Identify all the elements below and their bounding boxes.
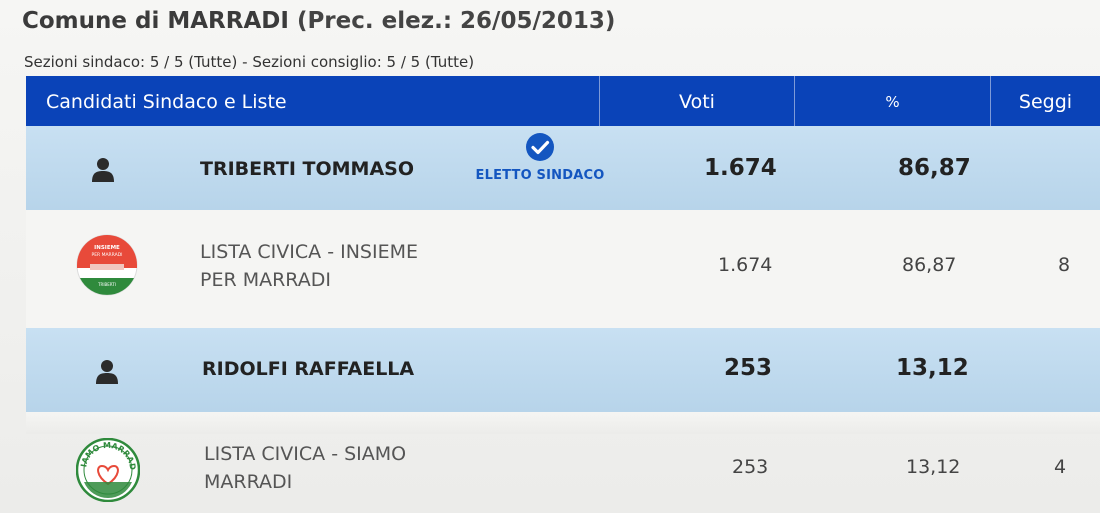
person-icon: [92, 158, 114, 182]
row-separator: [26, 412, 1100, 434]
list-votes: 1.674: [718, 254, 773, 276]
list-name: LISTA CIVICA - INSIEME PER MARRADI: [200, 241, 418, 291]
elected-label: ELETTO SINDACO: [475, 168, 605, 183]
candidate-percent: 86,87: [898, 155, 971, 181]
sections-counted: Sezioni sindaco: 5 / 5 (Tutte) - Sezioni…: [24, 53, 475, 71]
list-name: LISTA CIVICA - SIAMO MARRADI: [204, 443, 407, 493]
header-candidates[interactable]: Candidati Sindaco e Liste: [26, 76, 600, 126]
municipality-title: Comune di MARRADI: [22, 8, 289, 34]
check-circle-icon: [526, 133, 554, 161]
list-row[interactable]: SIAMO MARRADI LISTA CIVICA - SIAMO MARRA…: [26, 412, 1100, 513]
previous-election-date: (Prec. elez.: 26/05/2013): [296, 8, 616, 34]
elected-badge: ELETTO SINDACO: [474, 132, 606, 183]
list-seats: 8: [1058, 254, 1071, 276]
svg-text:PER MARRADI: PER MARRADI: [91, 252, 122, 258]
header-percent[interactable]: %: [795, 76, 991, 126]
candidate-row[interactable]: RIDOLFI RAFFAELLA 253 13,12: [26, 328, 1100, 412]
candidate-percent: 13,12: [896, 355, 969, 381]
candidate-votes: 1.674: [704, 155, 777, 181]
list-row[interactable]: INSIEME PER MARRADI TRIBERTI LISTA CIVIC…: [26, 210, 1100, 328]
list-seats: 4: [1054, 456, 1067, 478]
candidate-name: RIDOLFI RAFFAELLA: [202, 358, 415, 380]
candidate-votes: 253: [724, 355, 773, 381]
header-votes[interactable]: Voti: [600, 76, 795, 126]
page-title: Comune di MARRADI (Prec. elez.: 26/05/20…: [22, 8, 615, 34]
list-percent: 13,12: [906, 456, 961, 478]
list-percent: 86,87: [902, 254, 957, 276]
svg-text:TRIBERTI: TRIBERTI: [97, 282, 116, 287]
table-header: Candidati Sindaco e Liste Voti % Seggi: [26, 76, 1100, 126]
insieme-per-marradi-logo: INSIEME PER MARRADI TRIBERTI: [76, 234, 138, 296]
siamo-marradi-logo: SIAMO MARRADI: [76, 438, 140, 502]
candidate-row[interactable]: TRIBERTI TOMMASO ELETTO SINDACO 1.674 86…: [26, 126, 1100, 210]
list-votes: 253: [732, 456, 769, 478]
person-icon: [96, 360, 118, 384]
svg-text:INSIEME: INSIEME: [94, 245, 120, 251]
candidate-name: TRIBERTI TOMMASO: [200, 158, 415, 180]
results-table: Candidati Sindaco e Liste Voti % Seggi T…: [26, 76, 1100, 513]
header-seats[interactable]: Seggi: [1018, 91, 1073, 113]
